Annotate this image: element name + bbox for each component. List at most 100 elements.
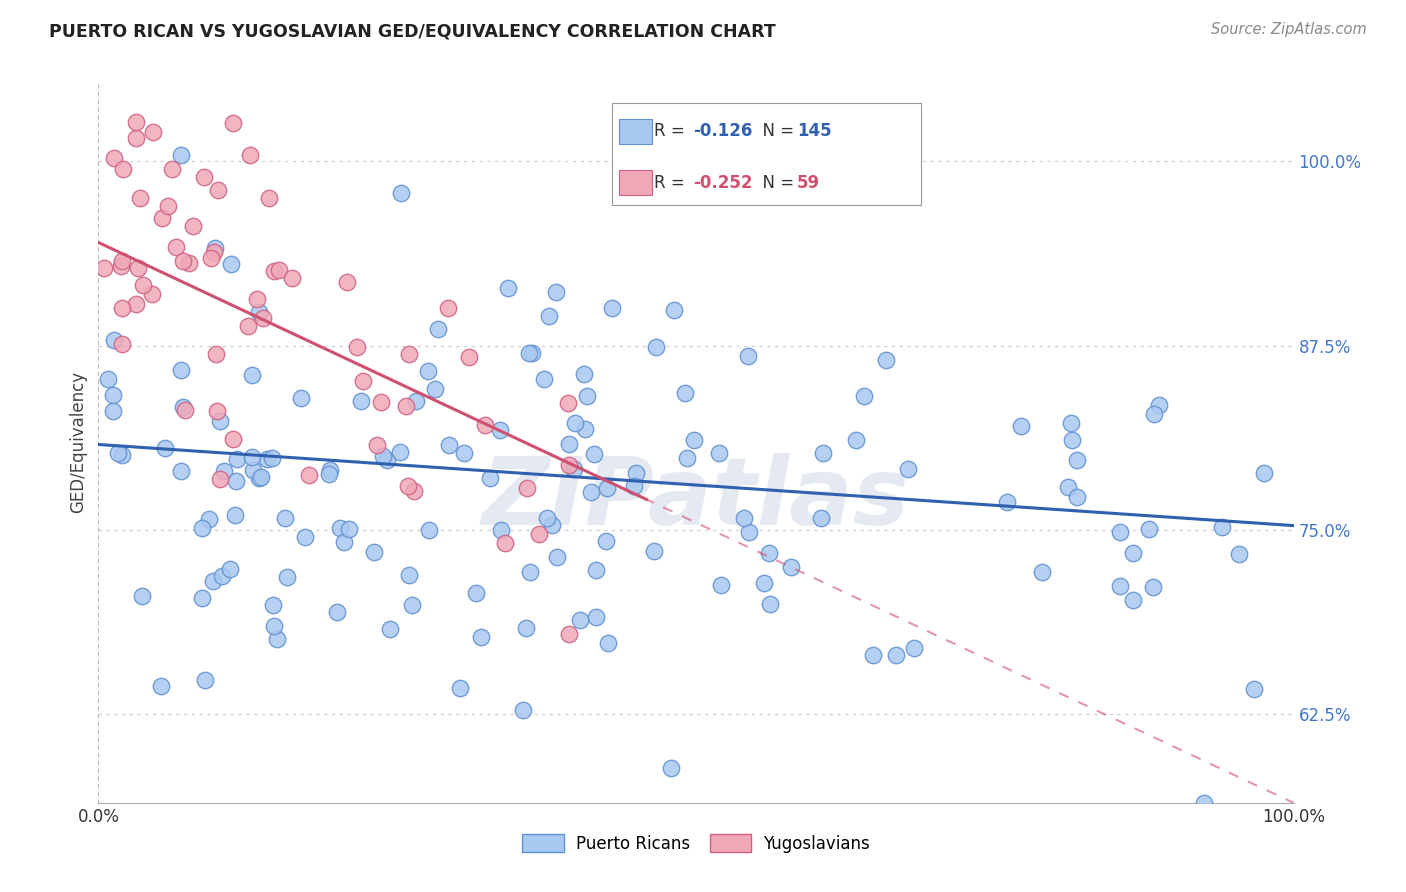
Point [318, 467, 340, 482]
Point [540, 518, 562, 533]
Point [388, 445, 411, 459]
Point [1066, 490, 1088, 504]
Point [205, 404, 228, 418]
Point [225, 474, 247, 488]
Point [142, 125, 165, 139]
Point [111, 254, 134, 268]
Point [425, 382, 447, 396]
Point [1031, 565, 1053, 579]
Point [371, 450, 394, 464]
Point [1060, 416, 1083, 430]
Point [398, 568, 420, 582]
Point [198, 511, 221, 525]
Point [903, 640, 925, 655]
Point [205, 347, 228, 361]
Point [464, 586, 486, 600]
Point [449, 681, 471, 695]
Point [111, 161, 134, 176]
Point [125, 130, 148, 145]
Point [246, 292, 269, 306]
Point [222, 116, 245, 130]
Point [995, 495, 1018, 509]
Point [274, 511, 297, 525]
Point [752, 576, 775, 591]
Point [624, 467, 647, 481]
Point [352, 374, 374, 388]
Text: PUERTO RICAN VS YUGOSLAVIAN GED/EQUIVALENCY CORRELATION CHART: PUERTO RICAN VS YUGOSLAVIAN GED/EQUIVALE… [49, 22, 776, 40]
Point [1147, 398, 1170, 412]
Point [585, 609, 607, 624]
Point [103, 151, 125, 165]
Point [595, 481, 617, 495]
Point [202, 245, 225, 260]
Point [537, 309, 560, 323]
Point [267, 262, 290, 277]
Point [160, 162, 183, 177]
Point [600, 301, 623, 315]
Point [173, 402, 195, 417]
Point [172, 253, 194, 268]
Point [418, 524, 440, 538]
Point [290, 391, 312, 405]
Point [574, 367, 596, 381]
Point [252, 310, 274, 325]
Point [201, 574, 224, 589]
Point [512, 703, 534, 717]
Point [581, 484, 603, 499]
Point [219, 257, 242, 271]
Point [200, 251, 222, 265]
Point [673, 385, 696, 400]
Point [214, 464, 236, 478]
Point [125, 115, 148, 129]
Point [169, 147, 191, 161]
Point [710, 577, 733, 591]
Point [517, 346, 540, 360]
Text: N =: N = [752, 174, 800, 192]
Point [103, 333, 125, 347]
Point [884, 648, 907, 663]
Point [259, 190, 281, 204]
Point [845, 433, 868, 447]
Point [209, 472, 232, 486]
Point [1060, 433, 1083, 447]
Point [562, 461, 585, 475]
Point [470, 631, 492, 645]
Point [207, 183, 229, 197]
Point [398, 347, 420, 361]
Point [263, 264, 285, 278]
Point [218, 562, 240, 576]
Point [533, 372, 555, 386]
Point [336, 275, 359, 289]
Point [107, 446, 129, 460]
Point [326, 605, 349, 619]
Text: 59: 59 [797, 174, 820, 192]
Legend: Puerto Ricans, Yugoslavians: Puerto Ricans, Yugoslavians [516, 828, 876, 860]
Point [1109, 580, 1132, 594]
Point [759, 597, 782, 611]
Point [224, 508, 246, 522]
Text: Source: ZipAtlas.com: Source: ZipAtlas.com [1211, 22, 1367, 37]
Point [404, 483, 426, 498]
Point [1211, 520, 1233, 534]
Point [191, 591, 214, 605]
Point [370, 395, 392, 409]
Point [394, 400, 416, 414]
Point [1122, 546, 1144, 560]
Text: ZIPatlas: ZIPatlas [482, 453, 910, 545]
Text: R =: R = [654, 174, 690, 192]
Point [645, 340, 668, 354]
Point [298, 467, 321, 482]
Point [101, 387, 124, 401]
Point [737, 349, 759, 363]
Point [536, 511, 558, 525]
Point [204, 241, 226, 255]
Point [546, 549, 568, 564]
Point [97, 372, 120, 386]
Point [389, 186, 412, 200]
Point [515, 621, 537, 635]
Point [183, 219, 205, 234]
Point [623, 479, 645, 493]
Point [294, 530, 316, 544]
Point [226, 452, 249, 467]
Point [346, 340, 368, 354]
